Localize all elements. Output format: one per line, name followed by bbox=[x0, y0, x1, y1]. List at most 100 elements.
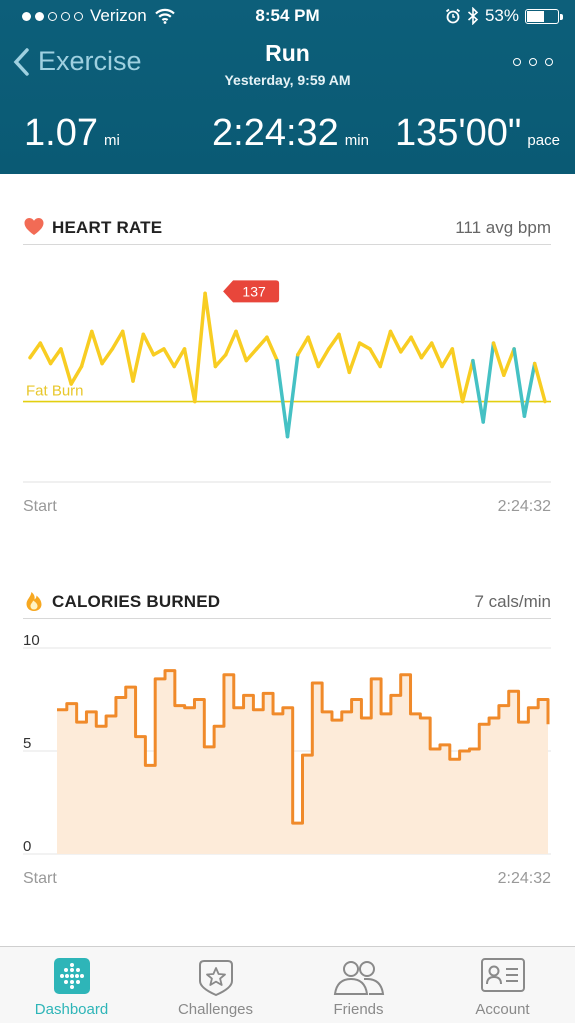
heart-rate-segment bbox=[296, 335, 310, 357]
heart-rate-segment bbox=[306, 335, 321, 369]
heart-rate-segment bbox=[316, 347, 331, 369]
duration-unit: min bbox=[344, 132, 369, 149]
bluetooth-icon bbox=[467, 7, 479, 25]
heart-rate-series bbox=[28, 291, 547, 439]
signal-dot-icon bbox=[61, 11, 70, 21]
heart-rate-segment bbox=[38, 341, 53, 366]
heart-rate-segment bbox=[162, 347, 176, 369]
signal-dot-icon bbox=[74, 11, 83, 21]
calories-end-label: 2:24:32 bbox=[497, 870, 551, 887]
heart-rate-segment bbox=[120, 329, 135, 383]
heart-rate-segment bbox=[388, 329, 403, 354]
heart-rate-segment bbox=[141, 332, 156, 357]
heart-rate-segment bbox=[172, 347, 187, 369]
peak-value: 137 bbox=[242, 283, 266, 299]
tab-challenges-label: Challenges bbox=[177, 1001, 254, 1018]
tab-dashboard-label: Dashboard bbox=[34, 1001, 109, 1018]
tab-dashboard[interactable]: Dashboard bbox=[0, 947, 143, 1023]
challenges-star-icon bbox=[198, 960, 233, 997]
calories-title: CALORIES BURNED bbox=[52, 592, 221, 611]
heart-rate-segment bbox=[90, 329, 104, 366]
battery-icon bbox=[525, 8, 563, 24]
back-label: Exercise bbox=[38, 46, 142, 76]
peak-badge bbox=[223, 280, 280, 303]
tab-friends-label: Friends bbox=[333, 1001, 384, 1018]
heart-rate-segment bbox=[337, 332, 352, 375]
heart-rate-segment bbox=[265, 335, 279, 363]
tab-challenges[interactable]: Challenges bbox=[144, 947, 287, 1023]
heart-rate-segment bbox=[450, 347, 465, 404]
calories-start-label: Start bbox=[23, 870, 57, 887]
page-subtitle: Yesterday, 9:59 AM bbox=[224, 72, 351, 88]
heart-rate-segment bbox=[491, 341, 506, 377]
pace-unit: pace bbox=[527, 132, 560, 149]
friends-icon bbox=[333, 961, 384, 995]
peak-marker: 137 bbox=[223, 280, 280, 303]
heart-rate-segment bbox=[28, 341, 43, 360]
distance-value: 1.07 bbox=[24, 112, 98, 154]
heart-rate-chart: Fat Burn 137 bbox=[23, 280, 551, 483]
signal-dot-icon bbox=[48, 11, 57, 21]
heart-rate-segment bbox=[481, 341, 496, 424]
heart-rate-segment bbox=[131, 332, 146, 383]
signal-dot-icon bbox=[35, 11, 44, 21]
heart-rate-segment bbox=[440, 347, 455, 369]
heart-rate-segment bbox=[100, 347, 115, 366]
signal-dot-icon bbox=[22, 11, 31, 21]
tab-account-label: Account bbox=[475, 1001, 530, 1018]
heart-rate-segment bbox=[285, 353, 300, 439]
heart-rate-segment bbox=[368, 347, 382, 369]
heart-rate-segment bbox=[59, 347, 73, 386]
heart-rate-segment bbox=[151, 347, 166, 357]
heart-rate-segment bbox=[419, 341, 434, 360]
calories-y-ticks: 0 5 10 bbox=[23, 632, 40, 855]
calories-y-tick-label: 10 bbox=[23, 632, 40, 649]
heart-rate-segment bbox=[399, 335, 413, 354]
heart-rate-summary: 111 avg bpm bbox=[455, 218, 551, 237]
status-time: 8:54 PM bbox=[255, 6, 320, 25]
heart-rate-segment bbox=[213, 353, 228, 369]
heart-rate-end-label: 2:24:32 bbox=[497, 498, 551, 515]
more-dot-icon bbox=[529, 58, 537, 66]
heart-icon bbox=[24, 218, 44, 235]
status-right: 53% bbox=[445, 6, 563, 26]
heart-rate-segment bbox=[326, 332, 341, 351]
more-dot-icon bbox=[545, 58, 553, 66]
calories-header: CALORIES BURNED 7 cals/min bbox=[23, 586, 551, 619]
calories-line bbox=[57, 669, 550, 825]
tab-account[interactable]: Account bbox=[431, 947, 574, 1023]
back-button[interactable]: Exercise bbox=[12, 46, 142, 77]
exercise-header: Verizon 8:54 PM 53% Exerci bbox=[0, 0, 575, 174]
heart-rate-segment bbox=[512, 347, 527, 418]
heart-rate-segment bbox=[502, 347, 516, 377]
distance-unit: mi bbox=[103, 132, 120, 149]
heart-rate-header: HEART RATE 111 avg bpm bbox=[23, 212, 551, 245]
page-title: Run bbox=[265, 40, 310, 66]
calories-y-tick-label: 5 bbox=[23, 735, 31, 752]
carrier-name: Verizon bbox=[90, 6, 147, 25]
more-dot-icon bbox=[513, 58, 521, 66]
tab-friends[interactable]: Friends bbox=[287, 947, 430, 1023]
heart-rate-segment bbox=[522, 361, 537, 418]
heart-rate-segment bbox=[275, 358, 290, 439]
heart-rate-segment bbox=[234, 329, 249, 363]
pace-stat: 135'00" pace bbox=[395, 112, 560, 155]
dashboard-icon bbox=[53, 958, 90, 994]
heart-rate-title: HEART RATE bbox=[52, 218, 163, 237]
heart-rate-segment bbox=[203, 291, 218, 369]
heart-rate-segment bbox=[378, 329, 393, 369]
heart-rate-segment bbox=[460, 358, 475, 404]
heart-rate-segment bbox=[429, 341, 444, 369]
carrier-area: Verizon bbox=[22, 6, 175, 26]
heart-rate-segment bbox=[254, 335, 269, 351]
heart-rate-segment bbox=[110, 329, 125, 351]
heart-rate-segment bbox=[69, 364, 84, 386]
more-options-button[interactable] bbox=[513, 58, 553, 66]
fat-burn-zone-label: Fat Burn bbox=[26, 383, 84, 400]
heart-rate-segment bbox=[532, 361, 547, 404]
heart-rate-segment bbox=[79, 329, 94, 369]
chevron-left-icon bbox=[13, 47, 29, 76]
alarm-clock-icon bbox=[445, 8, 461, 24]
duration-value: 2:24:32 bbox=[212, 112, 339, 154]
heart-rate-segment bbox=[223, 329, 238, 357]
